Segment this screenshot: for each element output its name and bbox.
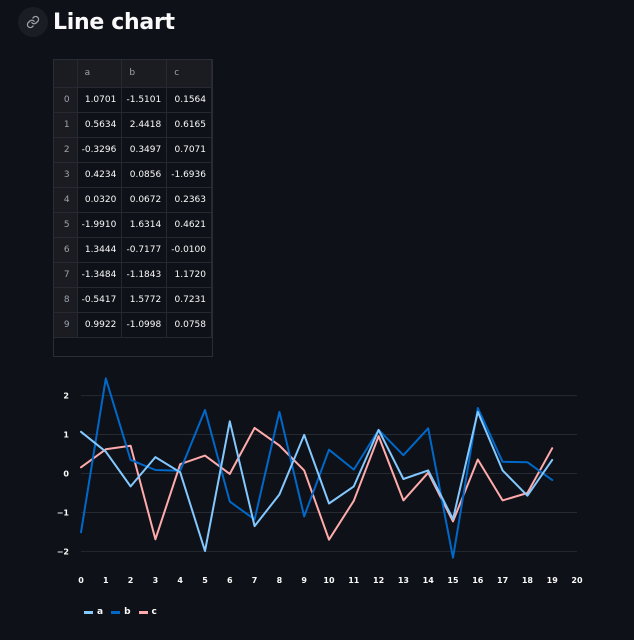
series-line-c xyxy=(80,426,554,541)
cell-c[interactable]: -0.0100 xyxy=(166,237,212,263)
x-tick-label: 19 xyxy=(547,576,559,585)
row-index: 5 xyxy=(54,212,78,238)
legend-item-c[interactable]: c xyxy=(138,607,157,617)
cell-a[interactable]: 0.5634 xyxy=(77,112,123,138)
x-tick-label: 17 xyxy=(497,576,508,585)
cell-c[interactable]: 0.0758 xyxy=(166,312,212,338)
dataframe-header-row: a b c xyxy=(54,60,212,88)
legend-label-b: b xyxy=(124,607,131,617)
x-tick-label: 7 xyxy=(252,576,258,585)
link-icon[interactable] xyxy=(18,7,48,37)
cell-c[interactable]: 0.4621 xyxy=(166,212,212,238)
cell-b[interactable]: 1.6314 xyxy=(121,212,168,238)
table-row: 9 0.9922 -1.0998 0.0758 xyxy=(54,312,212,338)
row-index: 9 xyxy=(54,312,78,338)
y-tick-label: −2 xyxy=(57,547,69,556)
cell-a[interactable]: 1.0701 xyxy=(77,87,123,113)
row-index: 0 xyxy=(54,87,78,113)
cell-c[interactable]: 0.6165 xyxy=(166,112,212,138)
cell-a[interactable]: -1.3484 xyxy=(77,262,123,288)
chart-legend: a b c xyxy=(84,607,157,617)
column-header-c[interactable]: c xyxy=(166,60,212,88)
cell-a[interactable]: -0.3296 xyxy=(77,137,123,163)
y-tick-label: −1 xyxy=(57,508,70,517)
x-tick-label: 11 xyxy=(348,576,360,585)
x-tick-label: 4 xyxy=(177,576,183,585)
legend-item-a[interactable]: a xyxy=(84,607,103,617)
cell-a[interactable]: 0.4234 xyxy=(77,162,123,188)
x-tick-label: 14 xyxy=(423,576,435,585)
legend-label-a: a xyxy=(97,607,104,617)
row-index: 4 xyxy=(54,187,78,213)
cell-a[interactable]: 0.0320 xyxy=(77,187,123,213)
table-row: 1 0.5634 2.4418 0.6165 xyxy=(54,112,212,138)
cell-c[interactable]: 0.1564 xyxy=(166,87,212,113)
page-header: Line chart xyxy=(18,6,175,38)
legend-label-c: c xyxy=(151,607,157,617)
legend-item-b[interactable]: b xyxy=(111,607,131,617)
row-index: 6 xyxy=(54,237,78,263)
cell-b[interactable]: 0.0856 xyxy=(121,162,168,188)
cell-b[interactable]: -1.1843 xyxy=(121,262,168,288)
dataframe[interactable]: a b c 0 1.0701 -1.5101 0.1564 1 0.5634 2.4418 0… xyxy=(53,59,213,357)
table-row: 8 -0.5417 1.5772 0.7231 xyxy=(54,287,212,313)
cell-b[interactable]: -1.5101 xyxy=(121,87,168,113)
x-tick-label: 12 xyxy=(373,576,384,585)
cell-b[interactable]: -1.0998 xyxy=(121,312,168,338)
row-index: 7 xyxy=(54,262,78,288)
x-tick-label: 5 xyxy=(202,576,208,585)
x-tick-label: 8 xyxy=(277,576,283,585)
cell-c[interactable]: 0.7071 xyxy=(166,137,212,163)
row-index: 8 xyxy=(54,287,78,313)
y-tick-label: 1 xyxy=(63,431,69,440)
x-tick-label: 16 xyxy=(472,576,484,585)
column-header-a[interactable]: a xyxy=(77,60,123,88)
x-tick-label: 18 xyxy=(522,576,534,585)
line-chart[interactable]: 210−1−20 1 2 3 4 5 6 7 8 9 10 11 12 13 14 15 16 17 18 19 20 xyxy=(0,360,634,600)
page-title: Line chart xyxy=(53,9,175,35)
legend-swatch-a xyxy=(84,610,93,614)
row-index: 2 xyxy=(54,137,78,163)
table-row: 4 0.0320 0.0672 0.2363 xyxy=(54,187,212,213)
series-line-a xyxy=(80,410,554,552)
cell-b[interactable]: 0.0672 xyxy=(121,187,168,213)
table-row: 0 1.0701 -1.5101 0.1564 xyxy=(54,87,212,113)
x-tick-label: 10 xyxy=(323,576,335,585)
row-index: 1 xyxy=(54,112,78,138)
table-row: 2 -0.3296 0.3497 0.7071 xyxy=(54,137,212,163)
table-row: 3 0.4234 0.0856 -1.6936 xyxy=(54,162,212,188)
cell-b[interactable]: 0.3497 xyxy=(121,137,168,163)
cell-b[interactable]: 1.5772 xyxy=(121,287,168,313)
x-tick-label: 15 xyxy=(447,576,459,585)
x-tick-label: 6 xyxy=(227,576,233,585)
cell-a[interactable]: 0.9922 xyxy=(77,312,123,338)
x-tick-label: 1 xyxy=(103,576,109,585)
x-tick-label: 20 xyxy=(571,576,583,585)
cell-a[interactable]: -1.9910 xyxy=(77,212,123,238)
dataframe-table: a b c 0 1.0701 -1.5101 0.1564 1 0.5634 2.4418 0… xyxy=(54,60,212,338)
cell-c[interactable]: 1.1720 xyxy=(166,262,212,288)
cell-b[interactable]: 2.4418 xyxy=(121,112,168,138)
y-tick-label: 2 xyxy=(63,392,69,401)
cell-a[interactable]: 1.3444 xyxy=(77,237,123,263)
row-index: 3 xyxy=(54,162,78,188)
cell-a[interactable]: -0.5417 xyxy=(77,287,123,313)
x-tick-label: 2 xyxy=(128,576,134,585)
cell-c[interactable]: 0.7231 xyxy=(166,287,212,313)
cell-b[interactable]: -0.7177 xyxy=(121,237,168,263)
x-tick-label: 9 xyxy=(301,576,307,585)
legend-swatch-b xyxy=(111,610,121,614)
x-tick-label: 3 xyxy=(153,576,159,585)
cell-c[interactable]: 0.2363 xyxy=(166,187,212,213)
table-row: 7 -1.3484 -1.1843 1.1720 xyxy=(54,262,212,288)
legend-swatch-c xyxy=(138,610,148,614)
index-header xyxy=(54,60,78,88)
x-tick-label: 13 xyxy=(398,576,409,585)
table-row: 5 -1.9910 1.6314 0.4621 xyxy=(54,212,212,238)
cell-c[interactable]: -1.6936 xyxy=(166,162,212,188)
x-tick-label: 0 xyxy=(78,576,84,585)
table-row: 6 1.3444 -0.7177 -0.0100 xyxy=(54,237,212,263)
y-tick-label: 0 xyxy=(63,470,69,479)
column-header-b[interactable]: b xyxy=(121,60,168,88)
